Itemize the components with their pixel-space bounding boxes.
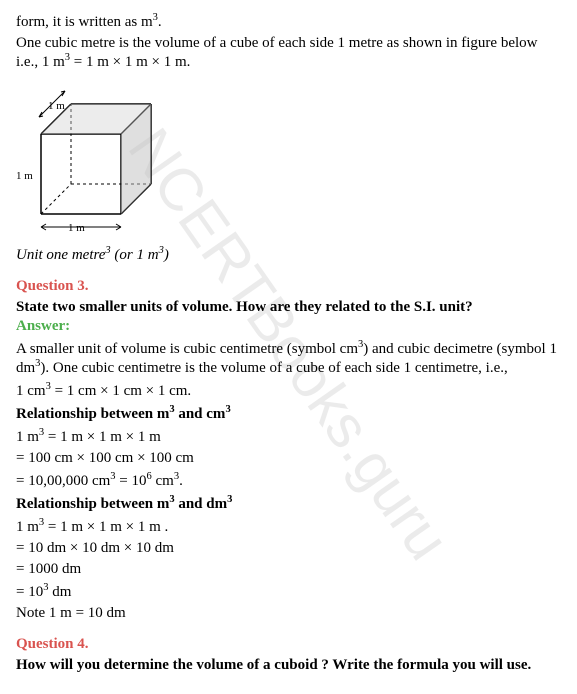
text: = 1 m × 1 m × 1 m. [70, 54, 190, 70]
answer-3-p2: 1 cm3 = 1 cm × 1 cm × 1 cm. [16, 381, 561, 400]
figure-caption: Unit one metre3 (or 1 m3) [16, 245, 561, 264]
intro-line2: One cubic metre is the volume of a cube … [16, 35, 561, 71]
rel2-line3: = 1000 dm [16, 561, 561, 578]
text: Relationship between m [16, 496, 169, 512]
text: form, it is written as m [16, 14, 153, 30]
rel2-note: Note 1 m = 10 dm [16, 605, 561, 622]
text: . [158, 14, 162, 30]
svg-text:1 m: 1 m [68, 222, 85, 234]
text: 1 cm [16, 383, 46, 399]
text: = 10 [116, 473, 147, 489]
answer-3-p1: A smaller unit of volume is cubic centim… [16, 339, 561, 377]
answer-3-label: Answer: [16, 318, 561, 335]
question-3-label: Question 3. [16, 278, 561, 295]
question-3-text: State two smaller units of volume. How a… [16, 299, 561, 316]
text: 1 m [16, 519, 39, 535]
text: . [179, 473, 183, 489]
text: and dm [175, 496, 228, 512]
question-4-text: How will you determine the volume of a c… [16, 657, 561, 674]
text: Relationship between m [16, 406, 169, 422]
rel1-line1: 1 m3 = 1 m × 1 m × 1 m [16, 427, 561, 446]
rel1-line2: = 100 cm × 100 cm × 100 cm [16, 450, 561, 467]
intro-line1: form, it is written as m3. [16, 12, 561, 31]
cube-svg: 1 m 1 m 1 m [16, 79, 171, 234]
rel1-line3: = 10,00,000 cm3 = 106 cm3. [16, 471, 561, 490]
main-content: form, it is written as m3. One cubic met… [16, 12, 561, 674]
text: = 1 m × 1 m × 1 m [44, 429, 161, 445]
text: = 1 cm × 1 cm × 1 cm. [51, 383, 191, 399]
question-4-label: Question 4. [16, 636, 561, 653]
text: ). One cubic centimetre is the volume of… [40, 360, 507, 376]
text: = 1 m × 1 m × 1 m . [44, 519, 168, 535]
text: cm [152, 473, 174, 489]
text: A smaller unit of volume is cubic centim… [16, 341, 358, 357]
rel2-line1: 1 m3 = 1 m × 1 m × 1 m . [16, 517, 561, 536]
text: dm [48, 584, 71, 600]
text: 1 m [16, 429, 39, 445]
text: = 10 [16, 584, 43, 600]
relationship-h1: Relationship between m3 and cm3 [16, 404, 561, 423]
rel2-line4: = 103 dm [16, 582, 561, 601]
text: = 10,00,000 cm [16, 473, 110, 489]
cube-figure: 1 m 1 m 1 m [16, 79, 561, 239]
text: Unit one metre [16, 247, 105, 263]
text: ) [164, 247, 169, 263]
relationship-h2: Relationship between m3 and dm3 [16, 494, 561, 513]
rel2-line2: = 10 dm × 10 dm × 10 dm [16, 540, 561, 557]
sup: 3 [225, 404, 230, 415]
text: and cm [175, 406, 226, 422]
svg-text:1 m: 1 m [16, 170, 33, 182]
sup: 3 [227, 494, 232, 505]
text: (or 1 m [111, 247, 159, 263]
